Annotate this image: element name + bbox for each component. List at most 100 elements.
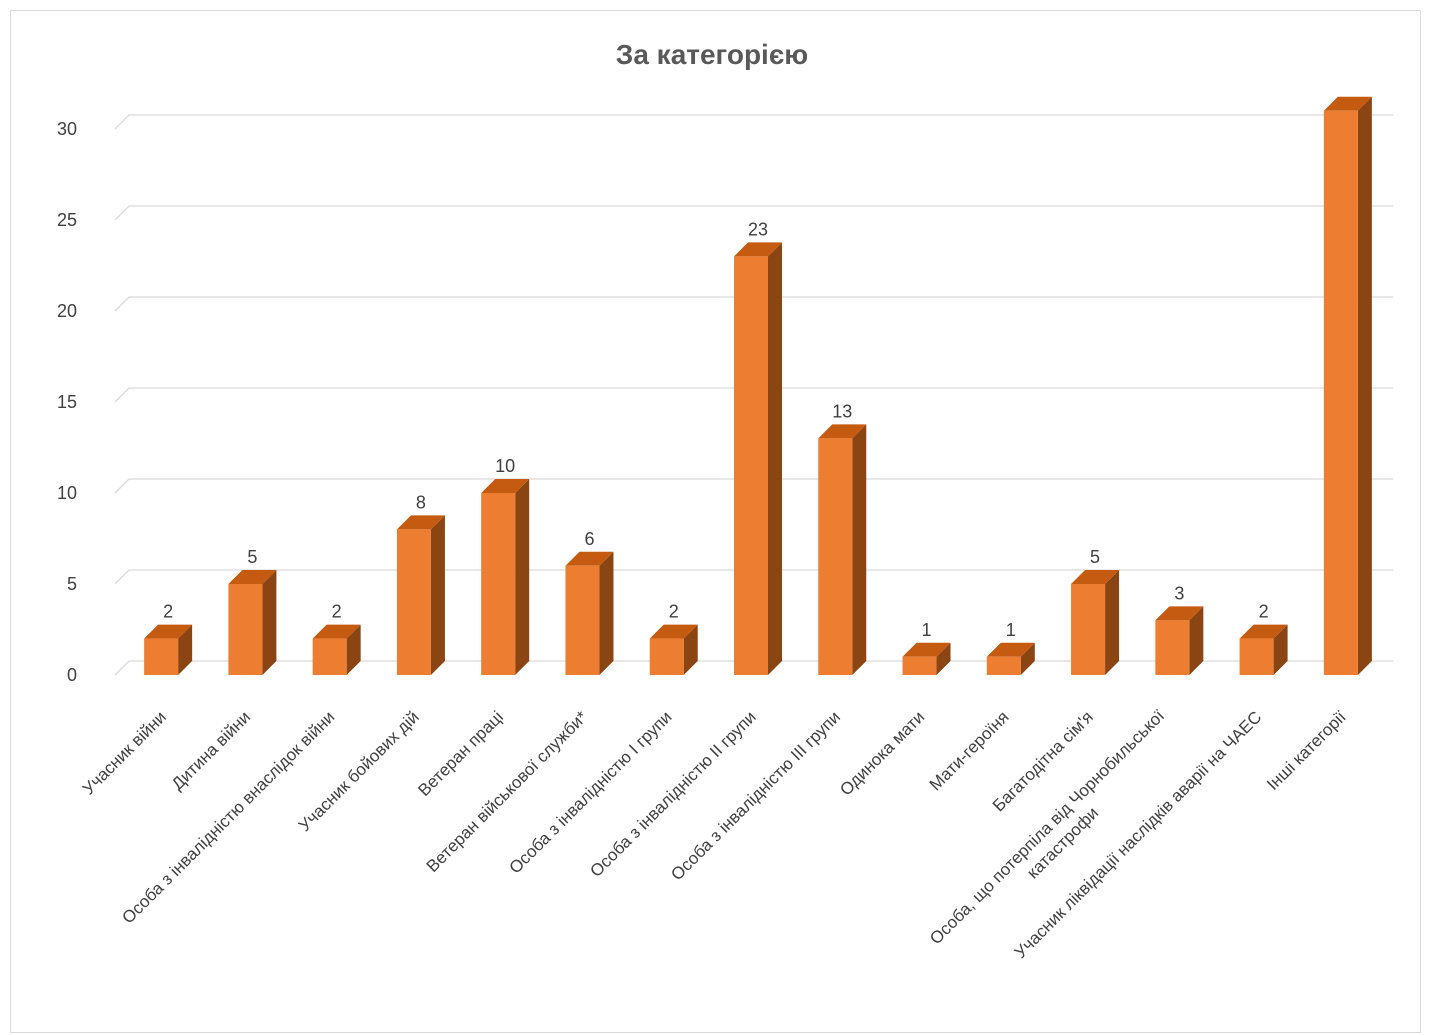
x-tick-label: Ветеран військової служби*: [423, 707, 592, 876]
bar-side: [1357, 96, 1372, 676]
bar-top: [481, 479, 530, 493]
bar-top: [565, 551, 614, 566]
bar-side: [1105, 570, 1120, 675]
bar-side: [1189, 606, 1204, 675]
bar-front: [481, 493, 516, 675]
bar: [1323, 96, 1372, 676]
x-tick-label: Інші категорії: [1263, 707, 1350, 794]
y-tick-label: 30: [57, 119, 77, 139]
x-tick-label-line: Мати-героїня: [926, 707, 1013, 794]
bar-front: [312, 638, 347, 675]
bar: [902, 642, 951, 675]
bar: [734, 242, 782, 675]
data-label: 5: [247, 547, 257, 567]
bar-front: [565, 565, 600, 675]
data-label: 10: [495, 456, 515, 476]
bar-front: [818, 438, 853, 675]
bar-top: [818, 424, 867, 439]
bar-side: [936, 642, 951, 675]
bar: [649, 624, 698, 675]
chart-title: За категорією: [616, 39, 808, 70]
bar-top: [396, 515, 445, 530]
bar-side: [346, 624, 361, 675]
bars: [144, 96, 1372, 676]
y-tick-label: 20: [57, 301, 77, 321]
bar: [1155, 606, 1204, 675]
data-label: 1: [1006, 620, 1016, 640]
x-tick-label: Ветеран праці: [414, 707, 507, 800]
x-tick-label-line: Учасник війни: [79, 707, 170, 798]
x-tick-label: Особа з інвалідністю ІІ групи: [586, 707, 759, 880]
bar-front: [144, 638, 179, 675]
gridline-depth: [114, 660, 130, 676]
y-axis: 0 5 10 15 20 25 30: [57, 119, 77, 685]
bar-side: [178, 624, 193, 675]
bar-front: [649, 638, 684, 675]
bar-front: [1239, 638, 1274, 675]
data-label: 13: [832, 401, 852, 421]
bar: [144, 624, 193, 675]
x-tick-label: Мати-героїня: [926, 707, 1013, 794]
bar-side: [852, 424, 867, 675]
x-tick-label-line: Особа з інвалідністю ІІ групи: [586, 707, 759, 880]
bar: [228, 570, 277, 675]
x-tick-label-line: Ветеран праці: [414, 707, 507, 800]
bar-side: [515, 479, 530, 675]
bar-top: [734, 242, 782, 257]
data-label: 8: [416, 492, 426, 512]
y-tick-label: 10: [57, 483, 77, 503]
bar-side: [1273, 624, 1288, 675]
bar-top: [902, 642, 951, 657]
gridline-depth: [114, 296, 130, 312]
bar-front: [1323, 110, 1358, 676]
bar-top: [1155, 606, 1204, 621]
y-tick-label: 5: [67, 574, 77, 594]
bar-top: [228, 570, 277, 584]
data-label: 23: [748, 219, 768, 239]
data-label: 1: [922, 620, 932, 640]
x-tick-label-line: Інші категорії: [1263, 707, 1350, 794]
bar: [1071, 570, 1120, 675]
bar-front: [986, 656, 1021, 675]
gridline-depth: [114, 205, 130, 221]
x-tick-label-line: Дитина війни: [168, 707, 254, 793]
gridline-depth: [114, 478, 130, 494]
data-labels: 2 5 2 8 10 6 2 23 13 1 1 5 3 2: [163, 219, 1268, 639]
y-tick-label: 25: [57, 210, 77, 230]
bar-top: [312, 624, 361, 639]
x-tick-label: Дитина війни: [168, 707, 254, 793]
bar-top: [649, 624, 698, 639]
bar-front: [1071, 584, 1106, 675]
chart-frame: [10, 10, 1421, 1033]
bar: [818, 424, 867, 675]
gridline-depth: [114, 569, 130, 585]
bar-side: [768, 242, 782, 675]
bar: [396, 515, 445, 675]
x-tick-label-line: Особа з інвалідністю І групи: [505, 707, 675, 877]
data-label: 2: [1259, 602, 1269, 622]
x-tick-label: Особа з інвалідністю І групи: [505, 707, 675, 877]
data-label: 2: [332, 602, 342, 622]
data-label: 2: [163, 602, 173, 622]
x-tick-label: Одинока мати: [836, 707, 928, 799]
bar: [1239, 624, 1288, 675]
bar-top: [144, 624, 193, 639]
bar-top: [1323, 96, 1372, 111]
bar-side: [599, 551, 614, 675]
bar-top: [1239, 624, 1288, 639]
data-label: 2: [669, 602, 679, 622]
x-tick-label-line: Одинока мати: [836, 707, 928, 799]
bar: [312, 624, 361, 675]
bar-side: [262, 570, 277, 675]
bar-front: [734, 256, 768, 675]
bar-front: [396, 529, 431, 675]
gridline-depth: [114, 114, 130, 130]
bar: [565, 551, 614, 675]
x-tick-label: Учасник війни: [79, 707, 170, 798]
bar-front: [1155, 620, 1190, 675]
bar-front: [902, 656, 937, 675]
bar-side: [1020, 642, 1035, 675]
bar: [986, 642, 1035, 675]
